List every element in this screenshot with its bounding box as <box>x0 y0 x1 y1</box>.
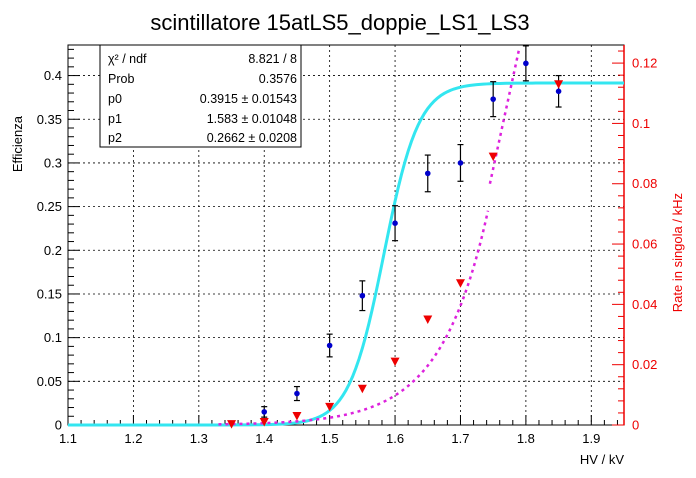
y-axis-right: 0 0.02 0.04 0.06 0.08 0.1 0.12 <box>612 45 657 433</box>
y-tick-label: 0.4 <box>44 68 62 83</box>
y-tick-label: 0.35 <box>37 112 62 127</box>
data-points <box>227 45 564 429</box>
rate-point <box>227 420 237 429</box>
y2-tick-label: 0.1 <box>632 116 650 131</box>
efficiency-point <box>294 390 300 397</box>
rate-point <box>357 384 367 394</box>
y-tick-label: 0.05 <box>37 374 62 389</box>
stats-box-frame <box>99 44 302 148</box>
efficiency-point <box>523 60 529 67</box>
x-axis-label: HV / kV <box>580 452 624 467</box>
y-tick-label: 0.25 <box>37 199 62 214</box>
rate-point <box>455 279 465 288</box>
stats-label-p1: p1 <box>108 112 122 126</box>
fit-curve <box>68 81 624 427</box>
x-tick-label: 1.1 <box>59 431 77 446</box>
rate-point <box>488 152 498 162</box>
stats-value-p0: 0.3915 ± 0.01543 <box>200 92 297 106</box>
y2-tick-label: 0.02 <box>632 357 657 372</box>
y-axis-left: 0 0.05 0.1 0.15 0.2 0.25 0.3 0.35 0.4 <box>37 48 80 433</box>
rate-point <box>325 402 335 412</box>
x-axis: 1.1 1.2 1.3 1.4 1.5 1.6 1.7 1.8 1.9 <box>59 415 618 446</box>
y-tick-label: 0.1 <box>44 330 62 345</box>
rate-point <box>259 417 269 427</box>
y2-tick-label: 0.06 <box>632 237 657 252</box>
y-tick-label: 0.2 <box>44 243 62 258</box>
stats-value-p2: 0.2662 ± 0.0208 <box>207 131 297 145</box>
stats-value-prob: 0.3576 <box>259 72 297 86</box>
efficiency-point <box>490 96 496 102</box>
stats-label-prob: Prob <box>108 72 134 86</box>
y2-tick-label: 0.08 <box>632 176 657 191</box>
y2-tick-label: 0.12 <box>632 56 657 71</box>
rate-point <box>423 315 433 324</box>
stats-value-p1: 1.583 ± 0.01048 <box>207 112 297 126</box>
x-tick-label: 1.6 <box>386 431 404 446</box>
stats-label-p0: p0 <box>108 92 122 106</box>
x-tick-label: 1.9 <box>582 431 600 446</box>
efficiency-point <box>261 409 268 415</box>
stats-value-chi2: 8.821 / 8 <box>248 52 297 66</box>
x-tick-label: 1.2 <box>124 431 142 446</box>
chart-title: scintillatore 15atLS5_doppie_LS1_LS3 <box>150 10 529 35</box>
rate-point <box>292 411 302 421</box>
y-tick-label: 0 <box>55 418 62 433</box>
efficiency-point <box>392 220 398 227</box>
stats-label-chi2: χ² / ndf <box>108 52 147 66</box>
efficiency-point <box>359 292 366 299</box>
efficiency-point <box>424 170 431 177</box>
stats-box: χ² / ndf 8.821 / 8 Prob 0.3576 p0 0.3915… <box>99 44 302 148</box>
efficiency-point <box>555 88 562 95</box>
y2-tick-label: 0.04 <box>632 297 657 312</box>
x-tick-label: 1.5 <box>321 431 339 446</box>
rate-point <box>390 357 400 367</box>
rate-point <box>554 80 564 89</box>
x-tick-label: 1.3 <box>190 431 208 446</box>
y-tick-label: 0.15 <box>37 286 62 301</box>
x-tick-label: 1.8 <box>517 431 535 446</box>
efficiency-point <box>457 160 464 166</box>
y-axis-label: Efficienza <box>10 115 25 172</box>
efficiency-point <box>326 342 333 349</box>
x-tick-label: 1.4 <box>255 431 273 446</box>
x-tick-label: 1.7 <box>451 431 469 446</box>
y2-tick-label: 0 <box>632 418 639 433</box>
stats-label-p2: p2 <box>108 131 122 145</box>
y-tick-label: 0.3 <box>44 155 62 170</box>
rate-curve-upper <box>488 47 521 184</box>
y2-axis-label: Rate in singola / kHz <box>670 193 685 312</box>
